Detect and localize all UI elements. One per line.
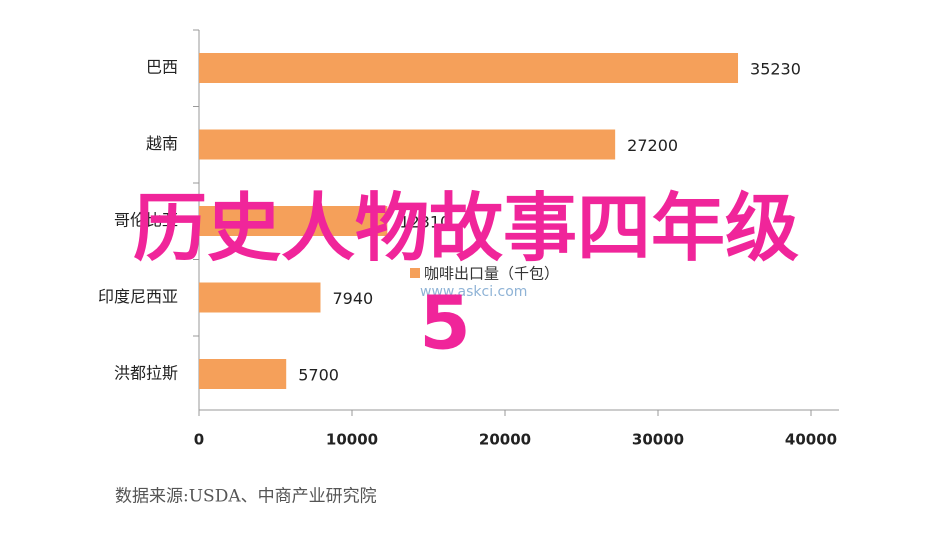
x-tick-label: 20000 [479, 431, 531, 449]
y-tick-label: 越南 [146, 134, 178, 153]
data-label: 7940 [332, 289, 373, 308]
x-tick-label: 0 [194, 431, 204, 449]
data-label: 12310 [399, 213, 450, 232]
overlay-title: 历史人物故事四年级 [133, 186, 799, 272]
watermark: www.askci.com [420, 284, 527, 300]
bar [199, 53, 739, 83]
legend-swatch [410, 268, 420, 278]
source: 数据来源:USDA、中商产业研究院 [115, 487, 377, 507]
overlay-title: 5 [419, 281, 471, 367]
y-tick-label: 印度尼西亚 [98, 287, 178, 306]
bar [199, 129, 616, 160]
y-tick-label: 哥伦比亚 [114, 211, 178, 230]
x-tick-label: 10000 [326, 431, 378, 449]
bar [199, 359, 287, 389]
y-tick-label: 洪都拉斯 [114, 364, 178, 383]
x-tick-label: 40000 [785, 431, 837, 449]
data-label: 27200 [627, 136, 678, 155]
y-tick-label: 巴西 [146, 58, 178, 77]
data-label: 35230 [750, 60, 801, 79]
data-label: 5700 [298, 366, 339, 385]
bar [199, 282, 321, 313]
x-tick-label: 30000 [632, 431, 684, 449]
legend-label: 咖啡出口量（千包） [424, 265, 559, 283]
bar [199, 206, 388, 236]
